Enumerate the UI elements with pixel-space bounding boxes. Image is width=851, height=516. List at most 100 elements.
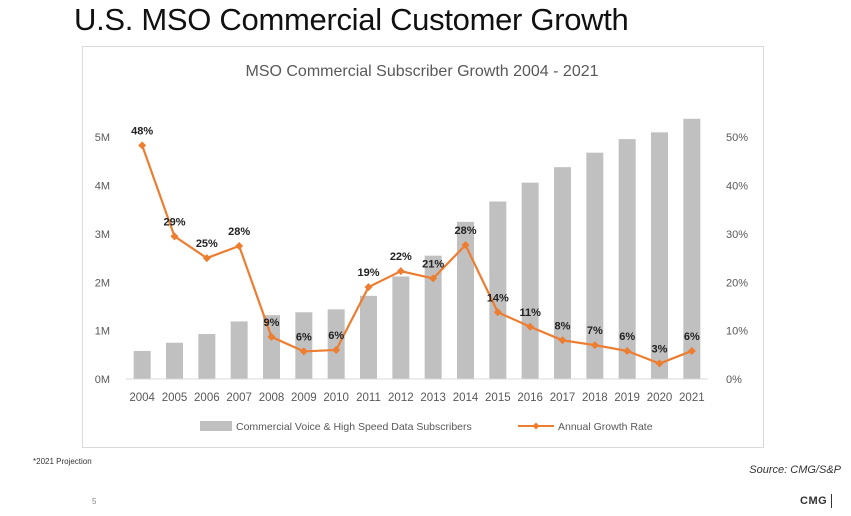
bar-2017 <box>554 167 571 379</box>
growth-point-2014 <box>461 241 470 250</box>
growth-label-2017: 8% <box>555 320 571 332</box>
x-axis-tick: 2008 <box>259 392 285 404</box>
growth-point-2020 <box>655 359 664 368</box>
growth-rate-line <box>141 145 693 365</box>
source-credit: Source: CMG/S&P <box>749 464 841 476</box>
growth-label-2006: 25% <box>196 238 218 250</box>
growth-label-2005: 29% <box>163 216 185 228</box>
growth-label-2020: 3% <box>652 344 668 356</box>
footnote: *2021 Projection <box>33 457 92 466</box>
x-axis-tick: 2021 <box>679 392 705 404</box>
growth-point-2021 <box>687 346 696 355</box>
left-axis-tick: 0M <box>95 374 110 386</box>
legend-bar-label: Commercial Voice & High Speed Data Subsc… <box>236 421 472 433</box>
x-axis-tick: 2005 <box>162 392 188 404</box>
bar-2013 <box>424 255 442 379</box>
x-axis-tick: 2012 <box>388 392 414 404</box>
growth-point-2019 <box>623 346 632 355</box>
bar-2007 <box>230 321 248 379</box>
right-axis-tick: 50% <box>726 132 748 144</box>
legend-line-label: Annual Growth Rate <box>558 421 653 433</box>
growth-label-2008: 9% <box>264 317 280 329</box>
growth-label-2018: 7% <box>587 325 603 337</box>
left-axis-tick: 1M <box>95 326 110 338</box>
growth-label-2007: 28% <box>228 226 250 238</box>
growth-point-2012 <box>396 267 405 276</box>
right-axis-tick: 40% <box>726 181 748 193</box>
bar-2009 <box>295 312 313 379</box>
growth-point-2015 <box>493 308 502 317</box>
bar-2018 <box>586 152 604 379</box>
growth-point-2011 <box>364 283 373 292</box>
growth-point-2018 <box>590 341 599 350</box>
bar-2016 <box>521 182 539 379</box>
growth-label-2013: 21% <box>422 258 444 270</box>
bar-2006 <box>198 334 216 379</box>
bar-2008 <box>263 315 280 379</box>
bar-2015 <box>489 201 507 379</box>
growth-label-2014: 28% <box>454 225 476 237</box>
growth-label-2011: 19% <box>357 267 379 279</box>
growth-label-2004: 48% <box>131 125 153 137</box>
x-axis-tick: 2013 <box>420 392 446 404</box>
left-axis-tick: 5M <box>95 132 110 144</box>
growth-point-2005 <box>170 232 179 241</box>
growth-point-2017 <box>558 336 567 345</box>
x-axis-tick: 2016 <box>517 392 543 404</box>
growth-label-2021: 6% <box>684 331 700 343</box>
growth-label-2010: 6% <box>328 330 344 342</box>
right-axis-tick: 20% <box>726 277 748 289</box>
bar-2020 <box>651 132 668 379</box>
x-axis-tick: 2007 <box>226 392 252 404</box>
bar-2012 <box>392 276 410 379</box>
growth-point-2013 <box>429 274 438 283</box>
bar-2011 <box>360 295 377 379</box>
growth-point-2006 <box>202 254 211 263</box>
x-axis-tick: 2015 <box>485 392 511 404</box>
axes-layer: 0M 1M 2M 3M 4M 5M 0% 10% 20% 30% 40% 50% 2004 2005 200… <box>95 132 749 404</box>
left-axis-tick: 4M <box>95 181 110 193</box>
x-axis-tick: 2019 <box>614 392 640 404</box>
x-axis-tick: 2009 <box>291 392 317 404</box>
x-axis-tick: 2020 <box>647 392 673 404</box>
right-axis-tick: 30% <box>726 229 748 241</box>
x-axis-tick: 2018 <box>582 392 608 404</box>
bar-2004 <box>133 350 151 379</box>
growth-label-2009: 6% <box>296 331 312 343</box>
x-axis-tick: 2010 <box>323 392 349 404</box>
growth-label-2019: 6% <box>619 331 635 343</box>
growth-label-2012: 22% <box>390 251 412 263</box>
growth-label-2015: 14% <box>487 292 509 304</box>
bar-2021 <box>683 118 701 379</box>
growth-point-2010 <box>332 345 341 354</box>
page-number: 5 <box>92 497 97 506</box>
x-axis-tick: 2011 <box>356 392 381 404</box>
legend-bar-swatch <box>200 421 232 431</box>
chart-title: MSO Commercial Subscriber Growth 2004 - … <box>245 63 598 80</box>
growth-chart: MSO Commercial Subscriber Growth 2004 - … <box>95 63 749 433</box>
x-axis-tick: 2006 <box>194 392 220 404</box>
legend: Commercial Voice & High Speed Data Subsc… <box>200 421 653 433</box>
growth-point-2004 <box>138 141 147 150</box>
growth-point-2008 <box>267 332 276 341</box>
slide-title: U.S. MSO Commercial Customer Growth <box>74 2 629 37</box>
company-logo: CMG <box>800 494 833 508</box>
bar-2005 <box>166 342 183 379</box>
right-axis-tick: 10% <box>726 326 748 338</box>
bar-2014 <box>457 221 474 379</box>
growth-point-2016 <box>526 322 535 331</box>
right-axis-tick: 0% <box>726 374 742 386</box>
bar-2010 <box>327 309 345 379</box>
left-axis-tick: 3M <box>95 229 110 241</box>
x-axis-tick: 2004 <box>129 392 155 404</box>
growth-point-2009 <box>299 347 308 356</box>
growth-point-2007 <box>235 242 244 250</box>
legend-line-marker <box>532 422 540 430</box>
left-axis-tick: 2M <box>95 277 110 289</box>
x-axis-tick: 2017 <box>550 392 576 404</box>
x-axis-tick: 2014 <box>453 392 479 404</box>
line-layer: 48% 29% 25% 28% 9% 6% 6% 19% 22% 21% 28% 14% 11% 8% 7%… <box>131 125 700 368</box>
bar-layer <box>133 118 701 379</box>
chart-frame <box>82 46 764 448</box>
growth-label-2016: 11% <box>519 307 541 319</box>
